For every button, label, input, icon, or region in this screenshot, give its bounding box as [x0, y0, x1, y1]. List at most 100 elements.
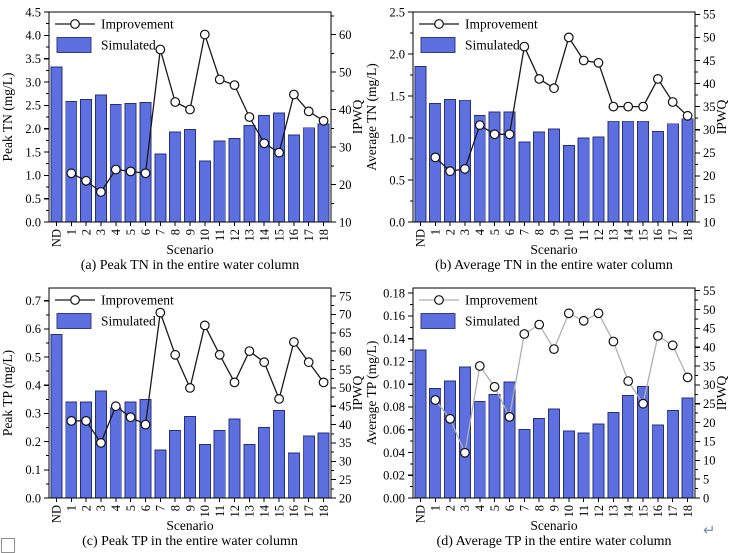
svg-text:ND: ND	[50, 505, 64, 523]
svg-text:Simulated: Simulated	[465, 38, 520, 53]
svg-text:2: 2	[79, 229, 93, 235]
svg-text:17: 17	[666, 229, 680, 242]
svg-text:45: 45	[703, 322, 716, 336]
svg-text:Simulated: Simulated	[101, 38, 156, 53]
svg-text:3: 3	[94, 505, 108, 511]
svg-text:2.0: 2.0	[25, 122, 41, 136]
svg-text:3: 3	[458, 505, 472, 511]
svg-text:0.18: 0.18	[383, 286, 405, 300]
svg-text:11: 11	[213, 229, 227, 241]
svg-text:1.0: 1.0	[389, 131, 405, 145]
svg-text:IPWQ: IPWQ	[714, 100, 729, 135]
svg-text:0.6: 0.6	[25, 322, 41, 336]
svg-text:20: 20	[339, 178, 352, 192]
svg-text:6: 6	[503, 229, 517, 235]
svg-text:30: 30	[339, 455, 352, 469]
svg-text:40: 40	[339, 103, 352, 117]
svg-text:25: 25	[339, 473, 352, 487]
svg-text:14: 14	[622, 228, 636, 241]
svg-text:25: 25	[703, 146, 716, 160]
svg-text:14: 14	[258, 504, 272, 517]
svg-text:18: 18	[681, 229, 695, 242]
svg-text:1.5: 1.5	[389, 89, 405, 103]
svg-text:10: 10	[198, 505, 212, 518]
svg-text:11: 11	[213, 505, 227, 517]
svg-text:20: 20	[703, 169, 716, 183]
svg-text:4.5: 4.5	[25, 5, 41, 19]
svg-text:40: 40	[703, 77, 716, 91]
svg-text:1: 1	[65, 505, 79, 511]
svg-text:12: 12	[592, 229, 606, 242]
svg-text:10: 10	[198, 229, 212, 242]
svg-text:13: 13	[243, 229, 257, 242]
svg-text:60: 60	[339, 28, 352, 42]
svg-text:0.5: 0.5	[389, 173, 405, 187]
svg-text:10: 10	[703, 215, 716, 229]
svg-text:45: 45	[339, 400, 352, 414]
svg-text:10: 10	[703, 454, 716, 468]
svg-text:75: 75	[339, 289, 352, 303]
svg-text:4: 4	[473, 228, 487, 235]
svg-text:7: 7	[154, 505, 168, 511]
svg-text:45: 45	[703, 54, 716, 68]
svg-text:Improvement: Improvement	[465, 293, 538, 308]
svg-text:6: 6	[139, 505, 153, 511]
svg-text:15: 15	[636, 229, 650, 242]
svg-text:2.0: 2.0	[389, 47, 405, 61]
svg-text:40: 40	[339, 418, 352, 432]
svg-text:0.5: 0.5	[25, 350, 41, 364]
svg-text:10: 10	[562, 505, 576, 518]
svg-text:Peak TP (mg/L): Peak TP (mg/L)	[1, 350, 15, 436]
caption-c: (c) Peak TP in the entire water column	[82, 534, 298, 549]
svg-text:Simulated: Simulated	[465, 314, 520, 329]
svg-text:0.1: 0.1	[25, 463, 41, 477]
svg-text:Scenario: Scenario	[530, 242, 577, 257]
svg-text:11: 11	[577, 229, 591, 241]
svg-text:16: 16	[287, 229, 301, 242]
chart-peak-tn: 0.0 0.5 1.0 1.5 2.0 2.5 3.0 3.5 4.0 4.5 10 20 30 40 50…	[1, 5, 365, 257]
svg-text:0.02: 0.02	[383, 469, 405, 483]
svg-text:0.00: 0.00	[383, 491, 405, 505]
svg-text:20: 20	[339, 491, 352, 505]
svg-text:IPWQ: IPWQ	[350, 100, 365, 135]
svg-text:2: 2	[79, 505, 93, 511]
panel-c-peak-tp: 0.0 0.1 0.2 0.3 0.4 0.5 0.6 0.7 20 25 30 35 40 45 50 55…	[1, 276, 365, 552]
svg-text:11: 11	[577, 505, 591, 517]
svg-text:9: 9	[547, 229, 561, 235]
svg-text:4: 4	[109, 228, 123, 235]
svg-text:IPWQ: IPWQ	[350, 376, 365, 411]
svg-text:12: 12	[228, 229, 242, 242]
svg-text:50: 50	[339, 65, 352, 79]
svg-text:15: 15	[272, 229, 286, 242]
svg-text:0.3: 0.3	[25, 407, 41, 421]
svg-text:9: 9	[183, 505, 197, 511]
svg-text:ND: ND	[414, 505, 428, 523]
svg-text:50: 50	[703, 31, 716, 45]
paragraph-return-mark: ↵	[703, 521, 716, 539]
svg-text:9: 9	[183, 229, 197, 235]
svg-text:0.16: 0.16	[383, 309, 405, 323]
svg-text:5: 5	[124, 229, 138, 235]
svg-text:7: 7	[154, 229, 168, 235]
svg-text:2.5: 2.5	[389, 5, 405, 19]
svg-text:3: 3	[458, 229, 472, 235]
svg-text:0.4: 0.4	[25, 379, 41, 393]
svg-text:70: 70	[339, 308, 352, 322]
svg-text:30: 30	[703, 378, 716, 392]
svg-text:2: 2	[443, 229, 457, 235]
svg-text:8: 8	[533, 229, 547, 235]
svg-text:30: 30	[339, 140, 352, 154]
svg-text:0.14: 0.14	[383, 332, 406, 346]
caption-a: (a) Peak TN in the entire water column	[80, 258, 300, 273]
svg-text:13: 13	[607, 229, 621, 242]
svg-text:30: 30	[703, 123, 716, 137]
svg-text:18: 18	[317, 505, 331, 518]
svg-text:14: 14	[622, 504, 636, 517]
chart-average-tn: 0.00.51.01.52.02.510152025303540455055ND…	[365, 5, 729, 257]
svg-text:7: 7	[518, 505, 532, 511]
object-anchor-box	[1, 538, 15, 553]
svg-text:0.10: 0.10	[383, 378, 405, 392]
svg-text:3.0: 3.0	[25, 75, 41, 89]
svg-text:17: 17	[302, 229, 316, 242]
svg-text:Average TP (mg/L): Average TP (mg/L)	[365, 341, 379, 446]
